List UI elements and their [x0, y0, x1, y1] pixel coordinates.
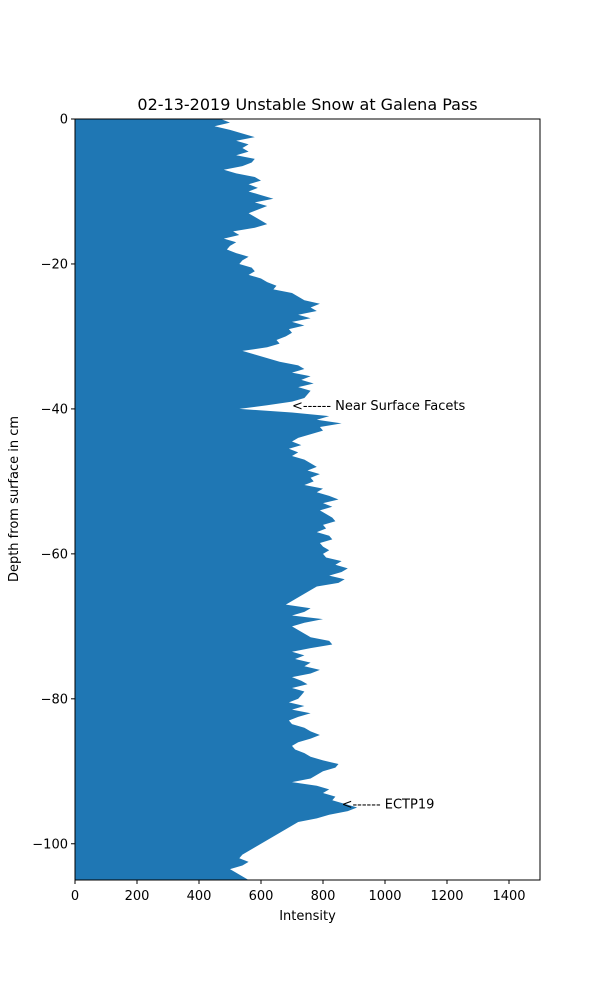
plot-area: 0 200 400 600 800 1000 1200 1400 0 −20 −40 −60 −80 −1… — [32, 113, 541, 904]
x-tick-label-5: 1000 — [368, 889, 401, 904]
y-tick-label-4: −80 — [41, 692, 68, 707]
annotation-1: <------ ECTP19 — [342, 797, 435, 812]
x-tick-label-6: 1200 — [430, 889, 463, 904]
x-tick-label-0: 0 — [71, 889, 79, 904]
x-tick-label-3: 600 — [249, 889, 274, 904]
x-tick-label-2: 400 — [187, 889, 212, 904]
chart-title: 02-13-2019 Unstable Snow at Galena Pass — [137, 95, 477, 114]
y-tick-label-3: −60 — [41, 547, 68, 562]
y-axis-label: Depth from surface in cm — [7, 416, 22, 582]
x-tick-label-4: 800 — [311, 889, 336, 904]
x-tick-label-1: 200 — [125, 889, 150, 904]
x-tick-label-7: 1400 — [492, 889, 525, 904]
annotation-0: <------ Near Surface Facets — [292, 399, 465, 414]
y-tick-label-0: 0 — [60, 113, 68, 128]
y-tick-label-5: −100 — [32, 837, 68, 852]
y-tick-label-1: −20 — [41, 257, 68, 272]
intensity-profile-area-0 — [75, 119, 358, 880]
axes-frame — [74, 118, 541, 881]
y-tick-label-2: −40 — [41, 402, 68, 417]
x-axis-label: Intensity — [279, 909, 336, 924]
